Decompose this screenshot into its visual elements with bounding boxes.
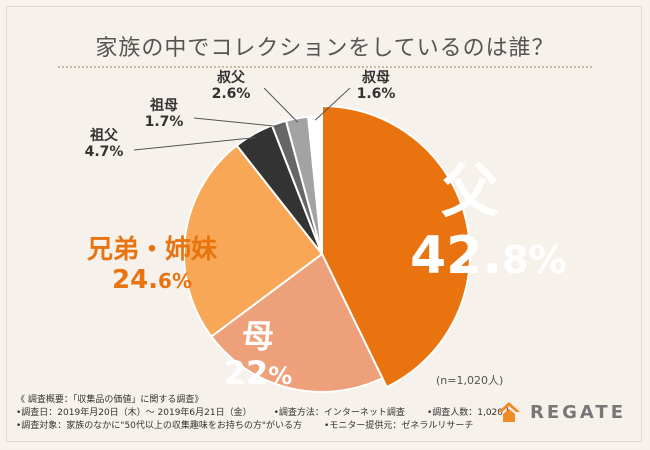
leader-line-5 — [263, 87, 299, 123]
pie-slice-0 — [321, 104, 471, 389]
label-aunt-name: 叔母 — [362, 70, 390, 86]
label-siblings-pct-main: 24. — [111, 264, 159, 295]
survey-provider: •モニター提供元：ゼネラルリサーチ — [324, 421, 474, 431]
label-mother-pct-small: % — [268, 361, 293, 390]
label-siblings-pct-small: 6% — [158, 268, 193, 293]
leader-line-6 — [314, 87, 351, 121]
label-siblings: 兄弟・姉妹 24.6% — [64, 235, 240, 296]
label-mother: 母 22% — [210, 318, 306, 392]
survey-target: •調査対象：家族のなかに"50代以上の収集趣味をお持ちの方"がいる方 — [16, 421, 303, 431]
label-grandmother-name: 祖母 — [150, 98, 178, 114]
label-aunt-pct: 1.6% — [356, 86, 396, 103]
label-grandfather-name: 祖父 — [90, 128, 118, 144]
label-grandfather-pct: 4.7% — [84, 144, 124, 161]
label-mother-pct: 22% — [210, 353, 306, 392]
label-uncle-name: 叔父 — [217, 70, 245, 86]
pie-slice-6 — [307, 114, 323, 255]
label-mother-pct-main: 22 — [223, 353, 269, 392]
pie-slice-2 — [183, 144, 324, 338]
sample-size-note: (n=1,020人) — [436, 374, 504, 387]
brand-name: REGATE — [529, 401, 626, 423]
label-grandmother: 祖母 1.7% — [138, 98, 190, 130]
survey-notes-header: 《 調査概要：「収集品の価値」に関する調査》 — [16, 395, 204, 405]
label-father-pct: 42.8% — [410, 225, 567, 287]
label-uncle-pct: 2.6% — [211, 86, 251, 103]
label-father-name: 父 — [440, 157, 499, 225]
regate-logo-icon — [497, 402, 520, 422]
leader-line-4 — [193, 117, 281, 128]
leader-line-3 — [133, 137, 256, 151]
survey-notes-row-1: •調査日：2019年月20日（木）～ 2019年6月21日（金） •調査方法：イン… — [16, 407, 534, 420]
label-grandfather: 祖父 4.7% — [78, 128, 130, 160]
label-aunt: 叔母 1.6% — [350, 70, 402, 102]
label-uncle: 叔父 2.6% — [205, 70, 257, 102]
title-divider — [58, 66, 592, 68]
survey-method: •調査方法：インターネット調査 — [273, 408, 405, 418]
survey-date: •調査日：2019年月20日（木）～ 2019年6月21日（金） — [16, 408, 252, 418]
label-grandmother-pct: 1.7% — [144, 114, 184, 131]
survey-notes: 《 調査概要：「収集品の価値」に関する調査》 •調査日：2019年月20日（木）… — [16, 394, 534, 433]
label-siblings-name: 兄弟・姉妹 — [86, 235, 217, 265]
label-mother-name: 母 — [241, 317, 274, 355]
label-father: 父 42.8% — [410, 157, 567, 287]
label-father-pct-main: 42. — [410, 225, 503, 286]
chart-frame — [6, 6, 642, 442]
label-siblings-pct: 24.6% — [64, 264, 240, 296]
pie-slice-1 — [209, 252, 384, 393]
survey-count: •調査人数：1,020人 — [426, 408, 513, 418]
survey-notes-row-2: •調査対象：家族のなかに"50代以上の収集趣味をお持ちの方"がいる方 •モニター提… — [16, 420, 534, 433]
chart-title: 家族の中でコレクションをしているのは誰？ — [95, 36, 555, 61]
brand-logo: REGATE — [496, 400, 626, 424]
label-father-pct-small: 8% — [502, 237, 567, 282]
